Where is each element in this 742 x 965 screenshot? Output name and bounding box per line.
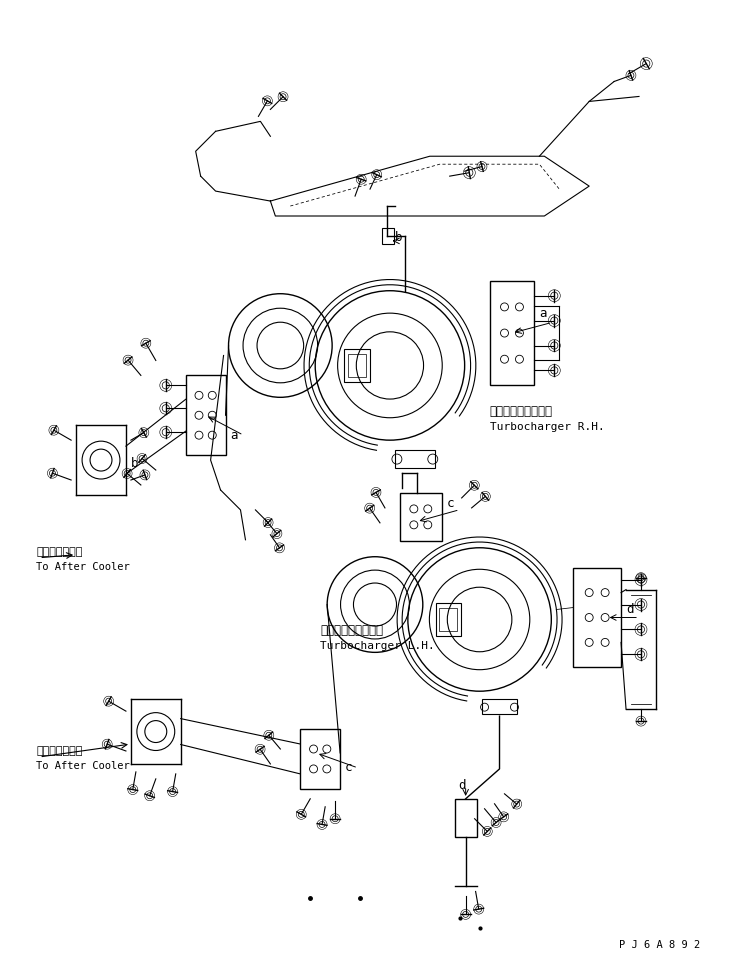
Text: ターボチャージャ右: ターボチャージャ右 — [490, 405, 553, 418]
Text: アフタクーラへ: アフタクーラへ — [36, 746, 82, 756]
Text: P J 6 A 8 9 2: P J 6 A 8 9 2 — [619, 940, 700, 951]
Bar — [344, 348, 370, 382]
Bar — [395, 450, 435, 468]
Text: b: b — [395, 231, 402, 244]
Bar — [436, 603, 461, 636]
Text: a: a — [231, 429, 238, 442]
Bar — [348, 353, 367, 377]
Text: Turbocharger L.H.: Turbocharger L.H. — [321, 642, 435, 651]
Text: c: c — [345, 761, 352, 774]
Text: c: c — [447, 497, 454, 510]
Bar — [455, 799, 476, 837]
Text: ターボチャージャ左: ターボチャージャ左 — [321, 624, 383, 638]
Text: d: d — [626, 602, 634, 616]
Bar — [301, 730, 340, 788]
Text: Turbocharger R.H.: Turbocharger R.H. — [490, 423, 604, 432]
Text: d: d — [459, 779, 466, 792]
Text: b: b — [131, 457, 139, 470]
Bar — [382, 228, 394, 244]
Bar — [574, 567, 621, 668]
Bar — [400, 493, 441, 540]
Bar — [439, 608, 457, 631]
Bar — [482, 700, 517, 714]
Text: To After Cooler: To After Cooler — [36, 562, 130, 571]
Text: アフタクーラへ: アフタクーラへ — [36, 547, 82, 557]
Bar — [186, 375, 226, 455]
Text: To After Cooler: To After Cooler — [36, 761, 130, 771]
Bar — [490, 281, 534, 385]
Text: a: a — [539, 308, 547, 320]
